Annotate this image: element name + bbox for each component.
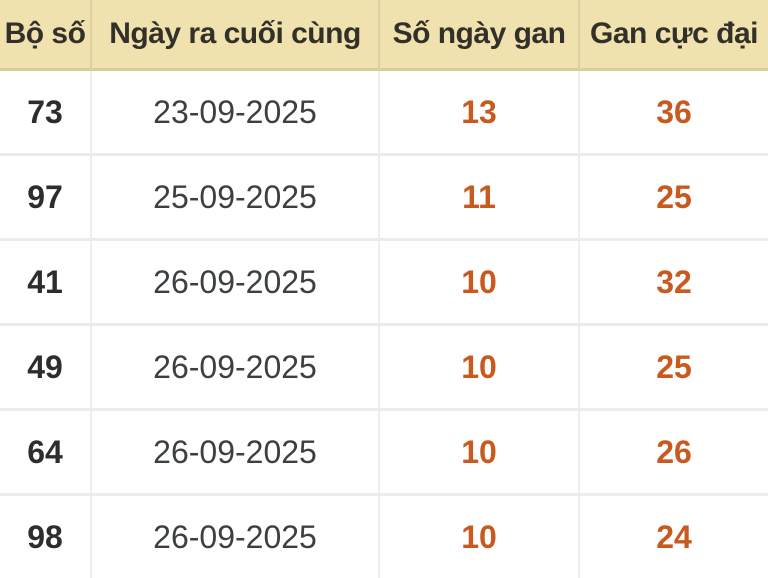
cell-gan-days: 11	[380, 156, 580, 241]
cell-bo-so: 49	[0, 326, 92, 411]
cell-bo-so: 73	[0, 71, 92, 156]
table-row: 64 26-09-2025 10 26	[0, 411, 768, 496]
cell-gan-days: 10	[380, 241, 580, 326]
cell-last-date: 23-09-2025	[92, 71, 380, 156]
table-row: 98 26-09-2025 10 24	[0, 496, 768, 578]
cell-max-gan: 32	[580, 241, 768, 326]
header-bo-so: Bộ số	[0, 0, 92, 71]
cell-gan-days: 13	[380, 71, 580, 156]
header-ngay-ra-cuoi-cung: Ngày ra cuối cùng	[92, 0, 380, 71]
cell-gan-days: 10	[380, 411, 580, 496]
cell-last-date: 25-09-2025	[92, 156, 380, 241]
header-row: Bộ số Ngày ra cuối cùng Số ngày gan Gan …	[0, 0, 768, 71]
cell-max-gan: 36	[580, 71, 768, 156]
cell-max-gan: 26	[580, 411, 768, 496]
cell-last-date: 26-09-2025	[92, 496, 380, 578]
cell-last-date: 26-09-2025	[92, 411, 380, 496]
cell-max-gan: 25	[580, 326, 768, 411]
table-header: Bộ số Ngày ra cuối cùng Số ngày gan Gan …	[0, 0, 768, 71]
cell-bo-so: 97	[0, 156, 92, 241]
cell-gan-days: 10	[380, 326, 580, 411]
table-row: 49 26-09-2025 10 25	[0, 326, 768, 411]
cell-last-date: 26-09-2025	[92, 241, 380, 326]
cell-max-gan: 25	[580, 156, 768, 241]
table-row: 97 25-09-2025 11 25	[0, 156, 768, 241]
cell-bo-so: 98	[0, 496, 92, 578]
cell-max-gan: 24	[580, 496, 768, 578]
header-gan-cuc-dai: Gan cực đại	[580, 0, 768, 71]
cell-last-date: 26-09-2025	[92, 326, 380, 411]
table-body: 73 23-09-2025 13 36 97 25-09-2025 11 25 …	[0, 71, 768, 578]
cell-bo-so: 41	[0, 241, 92, 326]
table-row: 41 26-09-2025 10 32	[0, 241, 768, 326]
table-row: 73 23-09-2025 13 36	[0, 71, 768, 156]
cell-bo-so: 64	[0, 411, 92, 496]
cell-gan-days: 10	[380, 496, 580, 578]
header-so-ngay-gan: Số ngày gan	[380, 0, 580, 71]
